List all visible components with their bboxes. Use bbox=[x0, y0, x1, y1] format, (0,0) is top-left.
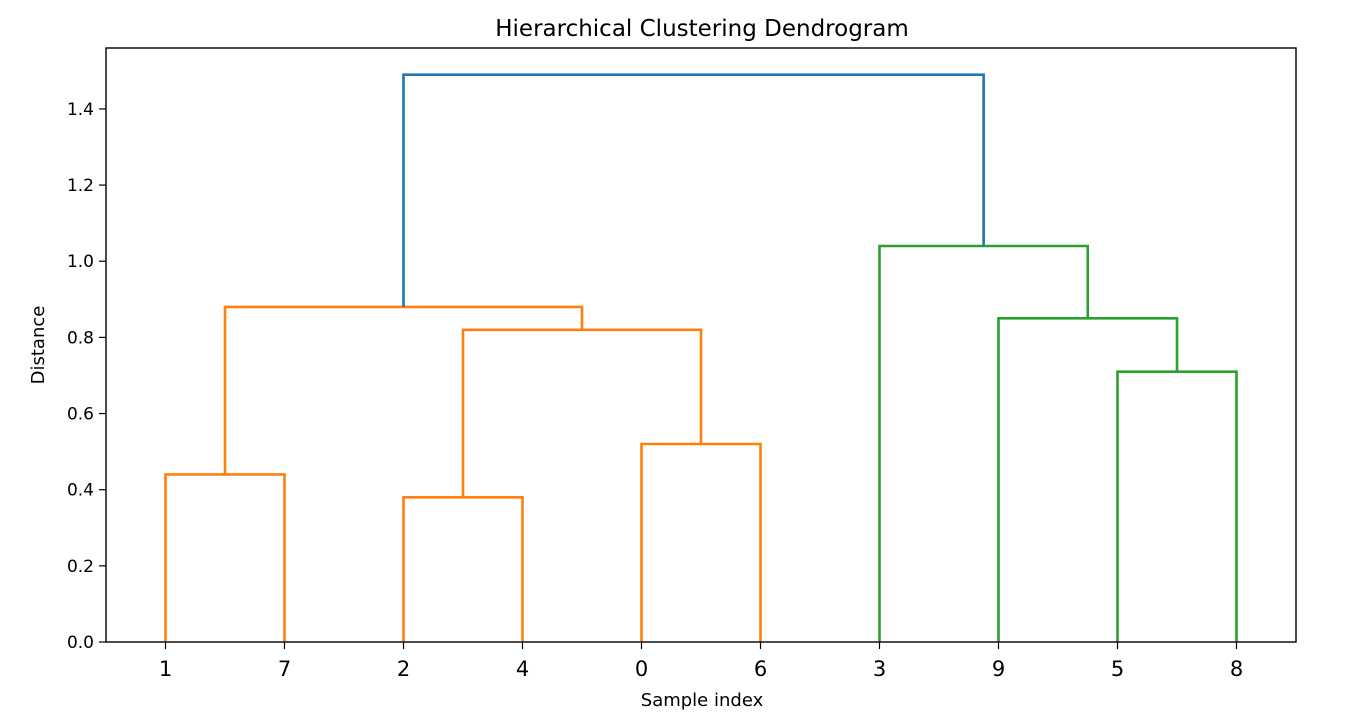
dendrogram-link-1 bbox=[402, 496, 524, 642]
dendrogram-link-4 bbox=[223, 305, 584, 475]
y-tick-label: 1.2 bbox=[67, 176, 94, 196]
y-tick-label: 0.8 bbox=[67, 328, 94, 348]
x-axis-ticks: 1 7 2 4 0 6 3 9 5 8 bbox=[159, 642, 1243, 681]
x-tick-label-7: 7 bbox=[278, 657, 291, 681]
x-tick-label-2: 2 bbox=[397, 657, 410, 681]
plot-frame bbox=[105, 47, 1297, 643]
dendrogram-link-5 bbox=[1116, 370, 1238, 642]
y-tick-label: 0.2 bbox=[67, 557, 94, 577]
dendrogram-link-2 bbox=[640, 442, 762, 642]
y-tick-label: 0.6 bbox=[67, 405, 94, 425]
x-tick-label-0: 0 bbox=[635, 657, 648, 681]
dendrogram-link-8 bbox=[402, 73, 985, 307]
y-tick-label: 0.0 bbox=[67, 633, 94, 653]
y-axis-ticks: 0.0 0.2 0.4 0.6 0.8 1.0 1.2 1.4 bbox=[67, 100, 106, 653]
dendrogram-link-0 bbox=[164, 473, 286, 642]
x-tick-label-5: 5 bbox=[1111, 657, 1124, 681]
dendrogram-link-3 bbox=[461, 328, 703, 498]
dendrogram-links bbox=[164, 73, 1238, 642]
x-tick-label-6: 6 bbox=[754, 657, 767, 681]
y-tick-label: 1.4 bbox=[67, 100, 94, 120]
chart-title: Hierarchical Clustering Dendrogram bbox=[495, 16, 909, 42]
x-tick-label-8: 8 bbox=[1230, 657, 1243, 681]
y-tick-label: 1.0 bbox=[67, 252, 94, 272]
x-tick-label-4: 4 bbox=[516, 657, 529, 681]
dendrogram-link-6 bbox=[997, 317, 1179, 642]
x-tick-label-9: 9 bbox=[992, 657, 1005, 681]
x-tick-label-1: 1 bbox=[159, 657, 172, 681]
x-axis-label: Sample index bbox=[641, 690, 764, 711]
dendrogram-link-7 bbox=[878, 244, 1090, 642]
x-tick-label-3: 3 bbox=[873, 657, 886, 681]
y-axis-label: Distance bbox=[28, 306, 49, 385]
y-tick-label: 0.4 bbox=[67, 481, 94, 501]
